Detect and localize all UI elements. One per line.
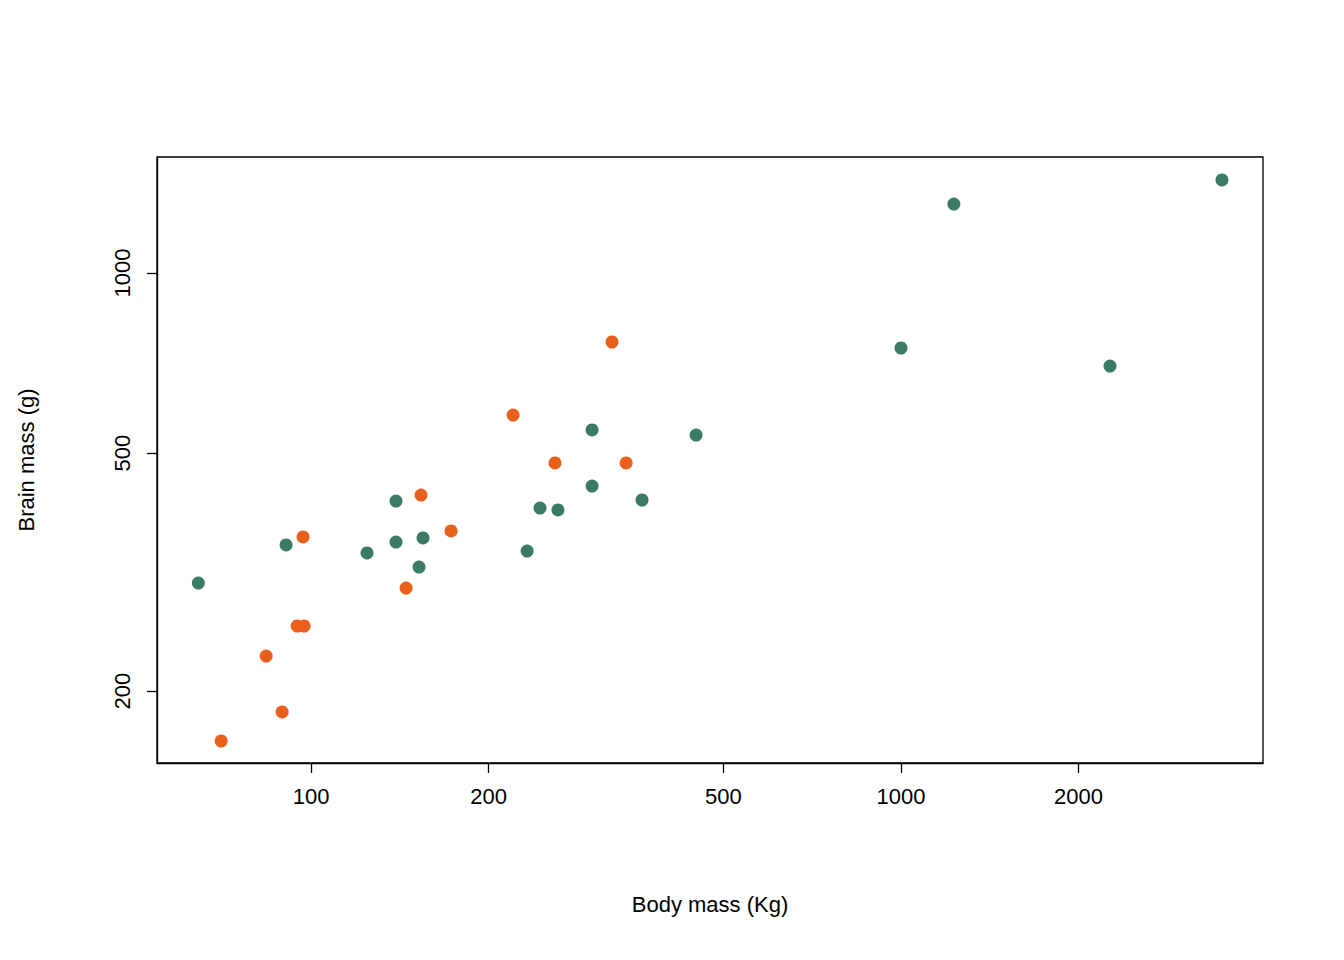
svg-text:200: 200 bbox=[110, 673, 135, 710]
svg-text:500: 500 bbox=[705, 784, 742, 809]
svg-text:1000: 1000 bbox=[110, 249, 135, 298]
svg-text:Body mass (Kg): Body mass (Kg) bbox=[632, 892, 789, 917]
svg-text:1000: 1000 bbox=[877, 784, 926, 809]
svg-text:100: 100 bbox=[293, 784, 330, 809]
svg-text:200: 200 bbox=[470, 784, 507, 809]
svg-text:2000: 2000 bbox=[1054, 784, 1103, 809]
svg-text:Brain mass (g): Brain mass (g) bbox=[14, 388, 39, 531]
svg-text:500: 500 bbox=[110, 435, 135, 472]
